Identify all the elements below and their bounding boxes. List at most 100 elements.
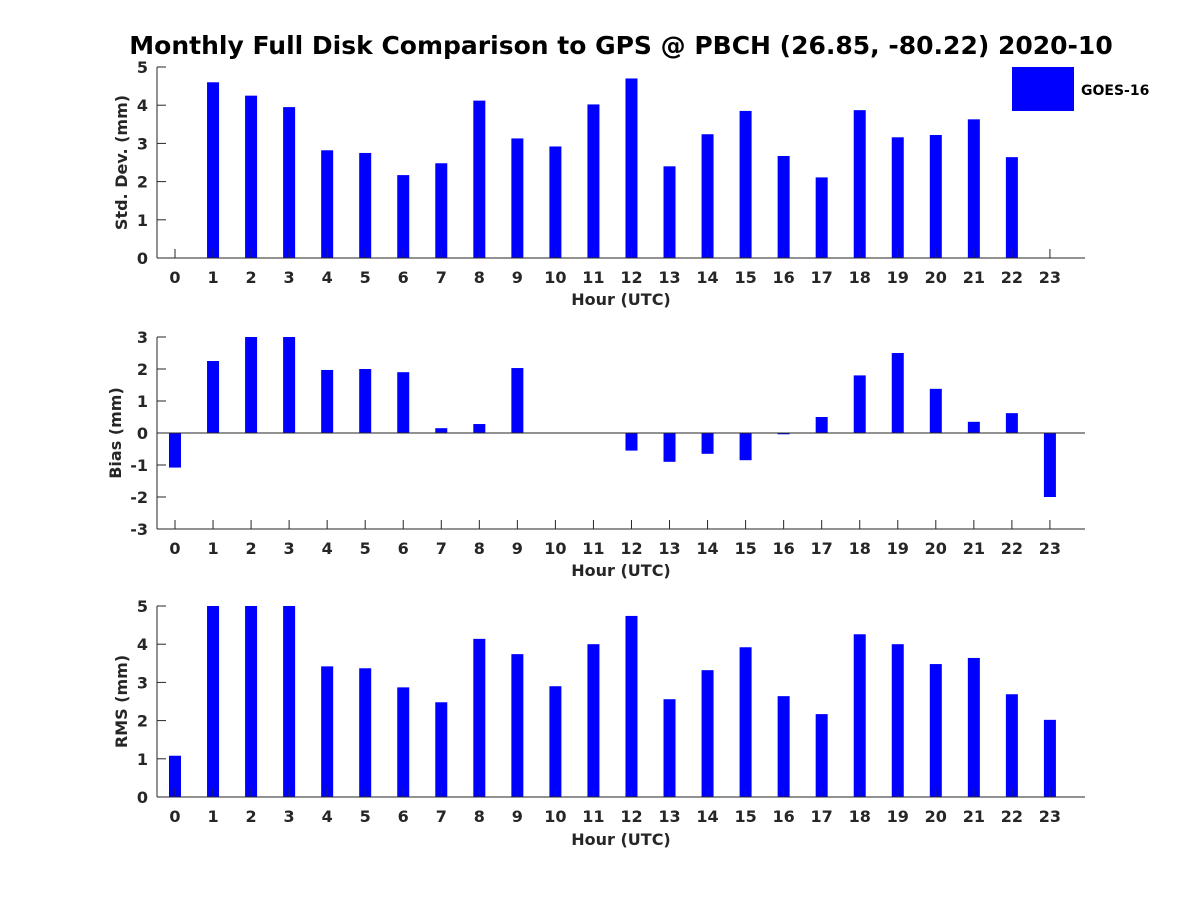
x-tick-label: 15 <box>734 807 756 826</box>
y-tick-label: -2 <box>130 488 148 507</box>
x-tick-label: 0 <box>169 268 180 287</box>
bar-hour-1 <box>207 606 220 797</box>
bar-hour-8 <box>473 100 486 259</box>
x-tick-label: 21 <box>963 539 985 558</box>
x-tick-label: 2 <box>246 539 257 558</box>
y-tick-label: -1 <box>130 456 148 475</box>
bar-hour-13 <box>663 166 676 258</box>
x-tick-label: 1 <box>207 268 218 287</box>
bar-hour-18 <box>853 110 866 258</box>
y-tick-label: 2 <box>137 173 148 192</box>
bar-hour-20 <box>929 664 942 797</box>
y-tick-label: 4 <box>137 635 148 654</box>
x-axis-label: Hour (UTC) <box>571 830 671 849</box>
bar-hour-2 <box>245 606 258 797</box>
x-tick-label: 13 <box>658 268 680 287</box>
y-tick-label: 2 <box>137 360 148 379</box>
x-tick-label: 16 <box>773 268 795 287</box>
x-tick-label: 18 <box>849 807 871 826</box>
bar-hour-21 <box>967 421 980 433</box>
x-tick-label: 9 <box>512 268 523 287</box>
bar-hour-23 <box>1043 433 1056 497</box>
x-tick-label: 22 <box>1001 539 1023 558</box>
bar-hour-14 <box>701 433 714 454</box>
x-axis-label: Hour (UTC) <box>571 290 671 309</box>
bar-hour-19 <box>891 353 904 433</box>
x-tick-label: 18 <box>849 268 871 287</box>
x-tick-label: 19 <box>887 539 909 558</box>
x-tick-label: 12 <box>620 807 642 826</box>
bar-hour-17 <box>815 417 828 433</box>
bar-hour-14 <box>701 670 714 797</box>
x-axis-label: Hour (UTC) <box>571 561 671 580</box>
bar-hour-10 <box>549 686 562 797</box>
x-tick-label: 14 <box>696 807 718 826</box>
x-tick-label: 16 <box>773 807 795 826</box>
bar-hour-12 <box>625 433 638 451</box>
y-tick-label: 4 <box>137 96 148 115</box>
x-tick-label: 10 <box>544 268 566 287</box>
bar-hour-16 <box>777 156 790 258</box>
bar-hour-9 <box>511 138 524 258</box>
bar-hour-7 <box>435 428 448 433</box>
bar-hour-8 <box>473 424 486 433</box>
x-tick-label: 23 <box>1039 807 1061 826</box>
legend-label: GOES-16 <box>1081 83 1149 99</box>
bar-hour-9 <box>511 368 524 433</box>
x-tick-label: 3 <box>284 268 295 287</box>
x-tick-label: 23 <box>1039 539 1061 558</box>
x-tick-label: 3 <box>284 539 295 558</box>
x-tick-label: 3 <box>284 807 295 826</box>
bar-hour-17 <box>815 714 828 797</box>
bar-hour-15 <box>739 647 752 797</box>
bar-hour-9 <box>511 654 524 797</box>
x-tick-label: 15 <box>734 539 756 558</box>
x-tick-label: 2 <box>246 807 257 826</box>
bar-hour-0 <box>169 433 181 468</box>
x-tick-label: 22 <box>1001 268 1023 287</box>
x-tick-label: 4 <box>322 807 333 826</box>
y-tick-label: 3 <box>137 673 148 692</box>
x-tick-label: 14 <box>696 539 718 558</box>
bar-hour-17 <box>815 177 828 258</box>
y-tick-label: 3 <box>137 328 148 347</box>
x-tick-label: 19 <box>887 807 909 826</box>
x-tick-label: 6 <box>398 807 409 826</box>
bar-hour-4 <box>321 369 334 433</box>
y-tick-label: 5 <box>137 597 148 616</box>
x-tick-label: 23 <box>1039 268 1061 287</box>
x-tick-label: 7 <box>436 807 447 826</box>
bar-hour-6 <box>397 175 410 258</box>
legend: GOES-16 <box>1012 67 1149 111</box>
bar-hour-21 <box>967 119 980 258</box>
bar-hour-3 <box>283 337 296 433</box>
x-tick-label: 13 <box>658 807 680 826</box>
bar-hour-0 <box>169 755 181 797</box>
bar-hour-19 <box>891 137 904 258</box>
x-tick-label: 11 <box>582 807 604 826</box>
x-tick-label: 12 <box>620 268 642 287</box>
x-tick-label: 1 <box>207 807 218 826</box>
x-tick-label: 20 <box>925 268 947 287</box>
y-tick-label: 1 <box>137 392 148 411</box>
x-tick-label: 9 <box>512 539 523 558</box>
bar-hour-4 <box>321 666 334 797</box>
bar-hour-20 <box>929 135 942 258</box>
bar-hour-2 <box>245 95 258 259</box>
x-tick-label: 7 <box>436 539 447 558</box>
x-tick-label: 19 <box>887 268 909 287</box>
y-tick-label: 1 <box>137 211 148 230</box>
bar-hour-23 <box>1043 719 1056 797</box>
x-tick-label: 6 <box>398 539 409 558</box>
x-tick-label: 16 <box>773 539 795 558</box>
bar-hour-5 <box>359 369 372 433</box>
x-tick-label: 0 <box>169 807 180 826</box>
y-tick-label: 0 <box>137 788 148 807</box>
bar-hour-13 <box>663 699 676 797</box>
bar-hour-1 <box>207 82 220 258</box>
bar-hour-18 <box>853 375 866 433</box>
x-tick-label: 21 <box>963 807 985 826</box>
